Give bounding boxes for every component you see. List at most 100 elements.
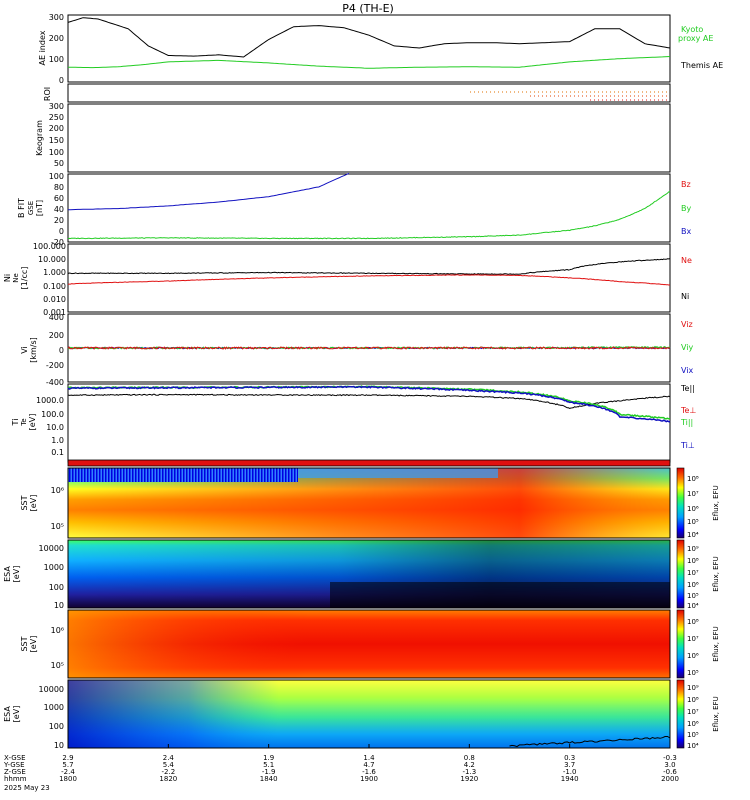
colorbar-label: Eflux, EFU [712, 696, 720, 731]
y-tick: 20 [54, 216, 64, 225]
y-label: SST [20, 495, 29, 510]
colorbar-tick: 10⁵ [687, 669, 699, 677]
panel-roi: ROI [43, 84, 670, 102]
colorbar-tick: 10⁴ [687, 742, 699, 750]
flag-bar [68, 460, 670, 466]
y-label: AE index [38, 30, 47, 65]
colorbar [677, 680, 684, 748]
y-tick: 100 [49, 172, 64, 181]
y-tick: 200 [49, 34, 64, 43]
y-tick: 50 [54, 159, 64, 168]
legend-kyoto: Kyoto [681, 25, 703, 34]
panel-frame [68, 84, 670, 102]
colorbar-tick: 10⁵ [687, 592, 699, 600]
y-label: B FIT [17, 198, 26, 218]
colorbar-tick: 10⁷ [687, 569, 699, 577]
series-themis-ae-line [68, 18, 670, 57]
legend-by: By [681, 204, 691, 213]
panel-frame [68, 15, 670, 82]
legend-ni: Ni [681, 292, 689, 301]
panel-ae-index: AE index 300 200 100 0 Kyoto proxy AE Th… [38, 13, 723, 85]
series-bx-line [68, 173, 349, 210]
legend-themis-ae: Themis AE [680, 61, 723, 70]
colorbar [677, 610, 684, 678]
y-label: [eV] [28, 414, 37, 431]
x-tick-label: 1800 [59, 775, 77, 783]
y-tick: 100.000 [33, 242, 66, 251]
y-tick: 1000 [44, 563, 64, 572]
y-tick: 0 [59, 227, 64, 236]
colorbar-tick: 10⁶ [687, 505, 699, 513]
legend-viy: Viy [681, 343, 694, 352]
y-tick: 80 [54, 183, 64, 192]
panel-velocity: Vi [km/s] 400 200 0 -200 -400 Viz Viy Vi… [20, 313, 694, 387]
y-tick: 200 [49, 331, 64, 340]
colorbar-label: Eflux, EFU [712, 485, 720, 520]
y-tick: 1000 [44, 703, 64, 712]
y-tick: 1.0 [51, 436, 64, 445]
x-tick-label: 1900 [360, 775, 378, 783]
y-label: [nT] [35, 200, 44, 216]
panel-esa-ion-spectrogram: ESA [eV] 10000 1000 100 10 [3, 680, 670, 750]
panel-esa-electron-spectrogram: ESA [eV] 10000 1000 100 10 [3, 540, 670, 610]
colorbar-tick: 10⁶ [687, 720, 699, 728]
legend-vix: Vix [681, 366, 694, 375]
y-label: Ne [12, 273, 20, 283]
series-ti-perp-line [68, 386, 670, 422]
y-tick: 100.0 [41, 410, 64, 419]
y-tick: 10⁶ [51, 626, 64, 635]
y-label: ESA [3, 706, 12, 722]
spectrogram-band [298, 468, 498, 478]
y-tick: 10⁶ [51, 486, 64, 495]
spectrogram-overlay [68, 610, 670, 678]
y-tick: 10⁵ [51, 661, 64, 670]
colorbar [677, 468, 684, 538]
series-kyoto-proxy-ae-line [68, 57, 670, 69]
y-label: [eV] [12, 566, 21, 583]
panel-density: Ni Ne [1/cc] 100.000 10.000 1.000 0.100 … [3, 242, 692, 317]
colorbar-tick: 10⁷ [687, 635, 699, 643]
colorbar-tick: 10⁷ [687, 490, 699, 498]
series-by-line [68, 191, 670, 238]
colorbar-tick: 10⁸ [687, 696, 699, 704]
y-tick: 0 [59, 76, 64, 85]
y-label: Vi [20, 346, 29, 354]
y-tick: 40 [54, 205, 64, 214]
colorbar-tick: 10⁹ [687, 545, 699, 553]
date-label: 2025 May 23 [4, 784, 50, 792]
y-tick: 0 [59, 346, 64, 355]
colorbar-tick: 10⁴ [687, 531, 699, 539]
y-tick: 100 [49, 148, 64, 157]
y-label: ROI [43, 87, 52, 101]
series-ne-line [68, 275, 670, 285]
y-label: Te [20, 418, 28, 426]
colorbar-tick: 10⁵ [687, 731, 699, 739]
x-tick-label: 1920 [460, 775, 478, 783]
y-tick: 10 [54, 601, 64, 610]
y-tick: 10⁵ [51, 522, 64, 531]
y-tick: 10.0 [46, 423, 64, 432]
y-tick: 0.1 [51, 448, 64, 457]
colorbar-sst-electron: 10⁸ 10⁷ 10⁶ 10⁵ 10⁴ Eflux, EFU [677, 468, 720, 539]
colorbar-tick: 10⁷ [687, 708, 699, 716]
legend-proxy-ae: proxy AE [678, 34, 713, 43]
series-ni-line [68, 259, 670, 275]
y-tick: 300 [49, 13, 64, 22]
y-label: Ti [11, 419, 20, 427]
colorbar-label: Eflux, EFU [712, 556, 720, 591]
y-label: [eV] [29, 636, 38, 653]
y-label: [1/cc] [20, 267, 29, 290]
y-tick: 250 [49, 113, 64, 122]
legend-bz: Bz [681, 180, 691, 189]
y-tick: 100 [49, 55, 64, 64]
colorbar-esa-ion: 10⁹ 10⁸ 10⁷ 10⁶ 10⁵ 10⁴ Eflux, EFU [677, 680, 720, 750]
colorbar-tick: 10⁸ [687, 475, 699, 483]
legend-bx: Bx [681, 227, 691, 236]
y-tick: 1000.0 [36, 396, 64, 405]
y-label: [eV] [29, 495, 38, 512]
legend-ti-perp: Ti⊥ [680, 441, 695, 450]
y-tick: 150 [49, 136, 64, 145]
themis-summary-plot: P4 (TH-E) AE index 300 200 100 0 Kyoto p… [0, 0, 750, 800]
y-tick: -200 [46, 361, 64, 370]
plot-title: P4 (TH-E) [342, 2, 394, 15]
